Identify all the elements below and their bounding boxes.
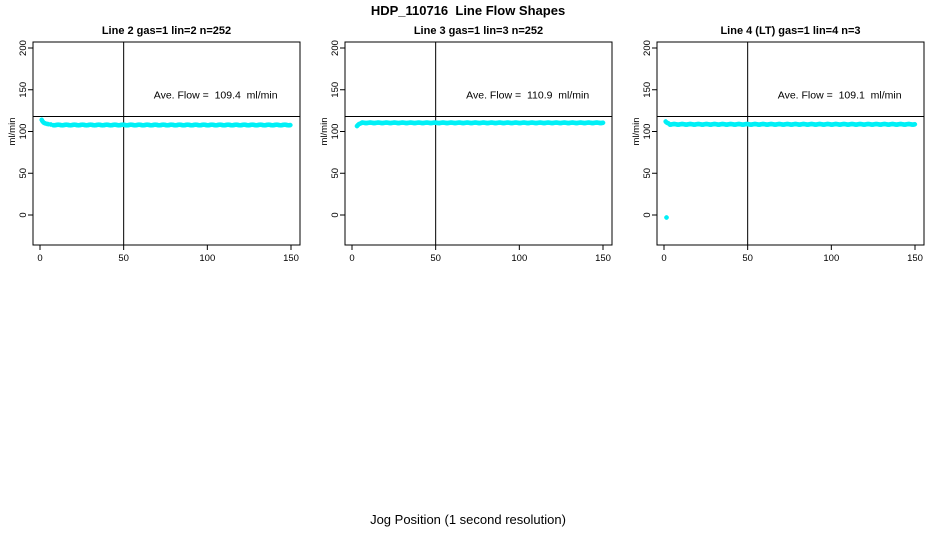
panel-1: Line 2 gas=1 lin=2 n=252 0 50 100 150 0 50 100 1… bbox=[5, 22, 315, 272]
ave-flow-annotation: Ave. Flow = 109.1 ml/min bbox=[778, 90, 902, 102]
x-tick-label: 150 bbox=[907, 253, 923, 264]
y-axis-title: ml/min bbox=[319, 118, 330, 146]
y-tick-label: 0 bbox=[18, 212, 29, 217]
y-tick-label: 50 bbox=[18, 168, 29, 179]
y-tick-label: 150 bbox=[330, 82, 341, 98]
y-tick-label: 100 bbox=[18, 124, 29, 140]
y-tick-label: 100 bbox=[330, 124, 341, 140]
points-group bbox=[663, 119, 918, 220]
x-tick-label: 50 bbox=[430, 253, 441, 264]
data-point bbox=[912, 121, 918, 127]
panels-row: Line 2 gas=1 lin=2 n=252 0 50 100 150 0 50 100 1… bbox=[0, 22, 936, 277]
x-tick-label: 100 bbox=[823, 253, 839, 264]
y-tick-label: 150 bbox=[642, 82, 653, 98]
panel-3: Line 4 (LT) gas=1 lin=4 n=3 0 50 100 150 0 50 1… bbox=[629, 22, 936, 272]
x-axis-label: Jog Position (1 second resolution) bbox=[370, 512, 566, 527]
plot-box bbox=[656, 41, 925, 246]
y-tick-label: 50 bbox=[330, 168, 341, 179]
panel-1-svg: Line 2 gas=1 lin=2 n=252 0 50 100 150 0 50 100 1… bbox=[7, 25, 301, 264]
y-axis-title: ml/min bbox=[631, 118, 642, 146]
points-group bbox=[354, 120, 606, 129]
y-tick-label: 200 bbox=[18, 40, 29, 56]
x-tick-label: 150 bbox=[595, 253, 611, 264]
data-point bbox=[287, 122, 293, 128]
panel-3-svg: Line 4 (LT) gas=1 lin=4 n=3 0 50 100 150 0 50 1… bbox=[631, 25, 925, 264]
y-tick-label: 0 bbox=[330, 212, 341, 217]
data-point bbox=[600, 120, 606, 126]
y-tick-label: 200 bbox=[642, 40, 653, 56]
x-tick-label: 100 bbox=[199, 253, 215, 264]
x-tick-label: 150 bbox=[283, 253, 299, 264]
ave-flow-annotation: Ave. Flow = 109.4 ml/min bbox=[154, 90, 278, 102]
x-tick-label: 0 bbox=[349, 253, 354, 264]
ave-flow-annotation: Ave. Flow = 110.9 ml/min bbox=[466, 90, 589, 102]
y-tick-label: 150 bbox=[18, 82, 29, 98]
y-tick-label: 0 bbox=[642, 212, 653, 217]
plot-box bbox=[32, 41, 301, 246]
y-tick-label: 100 bbox=[642, 124, 653, 140]
x-tick-label: 50 bbox=[742, 253, 753, 264]
panel-2-svg: Line 3 gas=1 lin=3 n=252 0 50 100 150 0 50 100 1… bbox=[319, 25, 613, 264]
y-tick-label: 200 bbox=[330, 40, 341, 56]
y-axis-title: ml/min bbox=[7, 118, 18, 146]
panel-2: Line 3 gas=1 lin=3 n=252 0 50 100 150 0 50 100 1… bbox=[317, 22, 627, 272]
x-tick-label: 50 bbox=[118, 253, 129, 264]
data-point bbox=[664, 215, 669, 220]
y-tick-label: 50 bbox=[642, 168, 653, 179]
figure-title: HDP_110716 Line Flow Shapes bbox=[370, 3, 566, 18]
panel-title: Line 2 gas=1 lin=2 n=252 bbox=[102, 25, 231, 37]
points-group bbox=[39, 117, 293, 128]
x-tick-label: 100 bbox=[511, 253, 527, 264]
panel-title: Line 3 gas=1 lin=3 n=252 bbox=[414, 25, 543, 37]
panel-title: Line 4 (LT) gas=1 lin=4 n=3 bbox=[720, 25, 860, 37]
x-tick-label: 0 bbox=[37, 253, 42, 264]
plot-box bbox=[344, 41, 613, 246]
x-tick-label: 0 bbox=[661, 253, 666, 264]
